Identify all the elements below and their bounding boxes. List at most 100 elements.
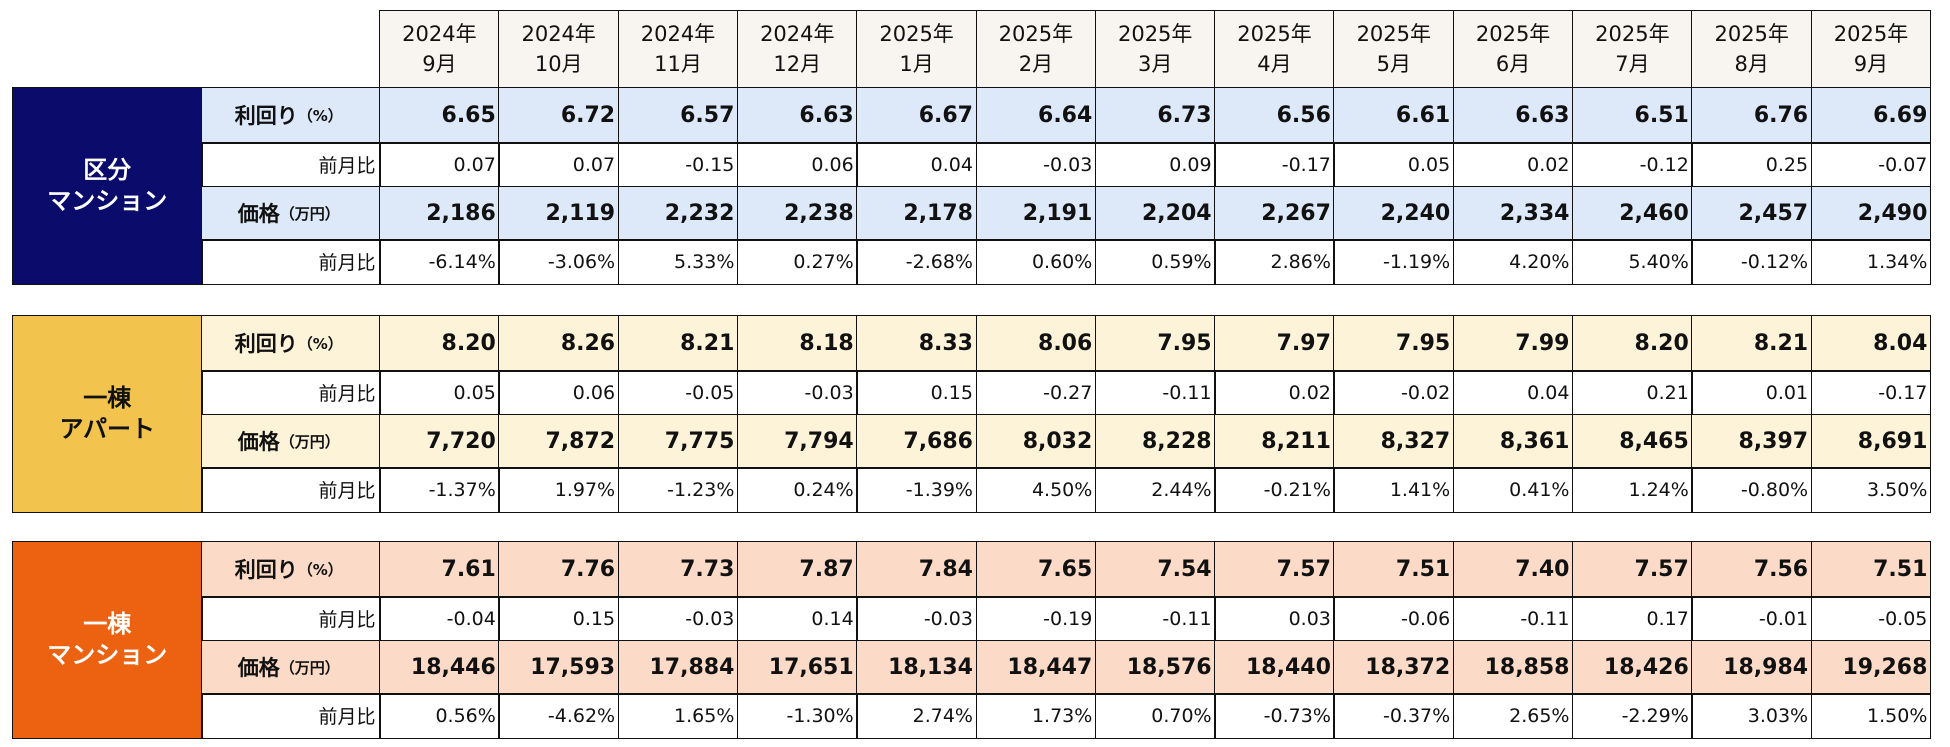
value-text: 0.60% [1031, 250, 1093, 273]
value-cell: 0.56% [379, 693, 500, 739]
value-text: 18,134 [888, 654, 973, 680]
value-cell: 7.57 [1572, 541, 1693, 598]
section-label-line: 一棟 [83, 383, 132, 412]
value-text: 7.65 [1038, 556, 1093, 582]
value-cell: 0.02 [1452, 142, 1574, 188]
value-cell: -0.03 [975, 142, 1097, 188]
header-year: 2025年 [1475, 21, 1551, 46]
header-year: 2025年 [1356, 21, 1432, 46]
value-text: -0.21% [1263, 478, 1331, 501]
value-cell: 0.17 [1572, 596, 1693, 642]
header-cell: 2025年 5月 [1333, 10, 1455, 89]
row-label: 前月比 [201, 142, 381, 188]
value-text: 18,858 [1484, 654, 1570, 680]
value-text: 2,204 [1142, 200, 1212, 226]
value-cell: 8.04 [1810, 315, 1932, 372]
value-cell: 7,686 [856, 414, 977, 469]
value-cell: 0.24% [736, 467, 858, 513]
value-cell: 19,268 [1810, 640, 1932, 695]
value-cell: 1.65% [617, 693, 739, 739]
value-cell: 7,872 [498, 414, 620, 469]
value-text: 0.17 [1646, 607, 1689, 630]
value-text: 8.06 [1038, 330, 1093, 356]
row-label-unit: （%） [297, 560, 343, 579]
value-text: 18,576 [1126, 654, 1212, 680]
row-label-text: 前月比 [318, 480, 376, 503]
row-label-text: 利回り [234, 104, 298, 129]
value-cell: 2.65% [1452, 693, 1574, 739]
value-cell: 4.20% [1452, 239, 1574, 285]
value-cell: -0.01 [1691, 596, 1813, 642]
value-text: 0.07 [453, 153, 496, 176]
value-text: -0.17 [1878, 381, 1928, 404]
value-text: 0.21 [1646, 381, 1689, 404]
value-cell: 7.87 [736, 541, 858, 598]
value-text: 2,334 [1499, 200, 1570, 226]
section-label-line: 区分 [83, 155, 132, 184]
value-text: 7.56 [1753, 556, 1809, 582]
value-text: 7.95 [1157, 330, 1212, 356]
value-cell: -1.37% [379, 467, 500, 513]
value-text: 7.54 [1157, 556, 1212, 582]
value-text: 6.76 [1753, 102, 1809, 128]
value-text: 18,426 [1603, 654, 1689, 680]
header-month: 6月 [1495, 52, 1531, 77]
value-text: 2,191 [1022, 200, 1093, 226]
value-text: 0.09 [1169, 153, 1212, 176]
row-label-unit: （万円） [279, 204, 340, 223]
value-text: 2,186 [426, 200, 496, 226]
value-text: 17,651 [768, 654, 854, 680]
value-cell: 7.99 [1452, 315, 1574, 372]
value-text: 8,228 [1142, 428, 1212, 454]
value-text: 7.73 [680, 556, 735, 582]
value-text: 1.97% [554, 478, 616, 501]
value-cell: 18,372 [1333, 640, 1455, 695]
value-cell: 0.03 [1214, 596, 1335, 642]
value-cell: 1.34% [1810, 239, 1932, 285]
value-cell: 18,984 [1691, 640, 1813, 695]
value-text: 0.01 [1765, 381, 1809, 404]
value-cell: 5.40% [1572, 239, 1693, 285]
value-cell: -0.11 [1452, 596, 1574, 642]
value-cell: 7.40 [1452, 541, 1574, 598]
value-cell: 6.63 [1452, 87, 1574, 144]
value-text: 8,465 [1619, 428, 1689, 454]
value-cell: 8.26 [498, 315, 620, 372]
value-cell: 6.64 [975, 87, 1097, 144]
value-cell: 8,691 [1810, 414, 1932, 469]
value-cell: -0.05 [617, 370, 739, 416]
value-text: -0.11 [1162, 607, 1212, 630]
value-cell: -0.05 [1810, 596, 1932, 642]
value-cell: -0.17 [1214, 142, 1335, 188]
value-text: 7,872 [545, 428, 616, 454]
header-month: 10月 [534, 52, 583, 77]
value-text: 0.24% [793, 478, 854, 501]
value-text: 4.20% [1509, 250, 1570, 273]
value-cell: 2,457 [1691, 186, 1813, 241]
header-month: 8月 [1734, 52, 1769, 77]
row-label-unit: （万円） [279, 658, 340, 677]
value-text: 0.59% [1151, 250, 1212, 273]
value-cell: 2,240 [1333, 186, 1455, 241]
value-cell: 0.60% [975, 239, 1097, 285]
row-label-text: 利回り [234, 558, 298, 583]
value-cell: 2,460 [1572, 186, 1693, 241]
value-cell: 7.97 [1214, 315, 1335, 372]
value-text: 0.02 [1527, 153, 1570, 176]
value-cell: 5.33% [617, 239, 739, 285]
value-text: 7,794 [784, 428, 854, 454]
value-cell: 0.59% [1094, 239, 1216, 285]
row-label: 利回り （%） [201, 541, 381, 598]
value-text: -0.11 [1162, 381, 1212, 404]
header-year: 2025年 [998, 21, 1074, 46]
value-cell: 0.41% [1452, 467, 1574, 513]
value-text: 0.05 [453, 381, 496, 404]
value-cell: -0.11 [1094, 596, 1216, 642]
header-cell: 2024年 12月 [736, 10, 858, 89]
value-cell: 7,720 [379, 414, 500, 469]
value-text: 17,593 [530, 654, 616, 680]
value-cell: 7.54 [1094, 541, 1216, 598]
value-cell: 7.76 [498, 541, 620, 598]
value-text: 0.03 [1288, 607, 1331, 630]
value-text: 18,984 [1723, 654, 1809, 680]
